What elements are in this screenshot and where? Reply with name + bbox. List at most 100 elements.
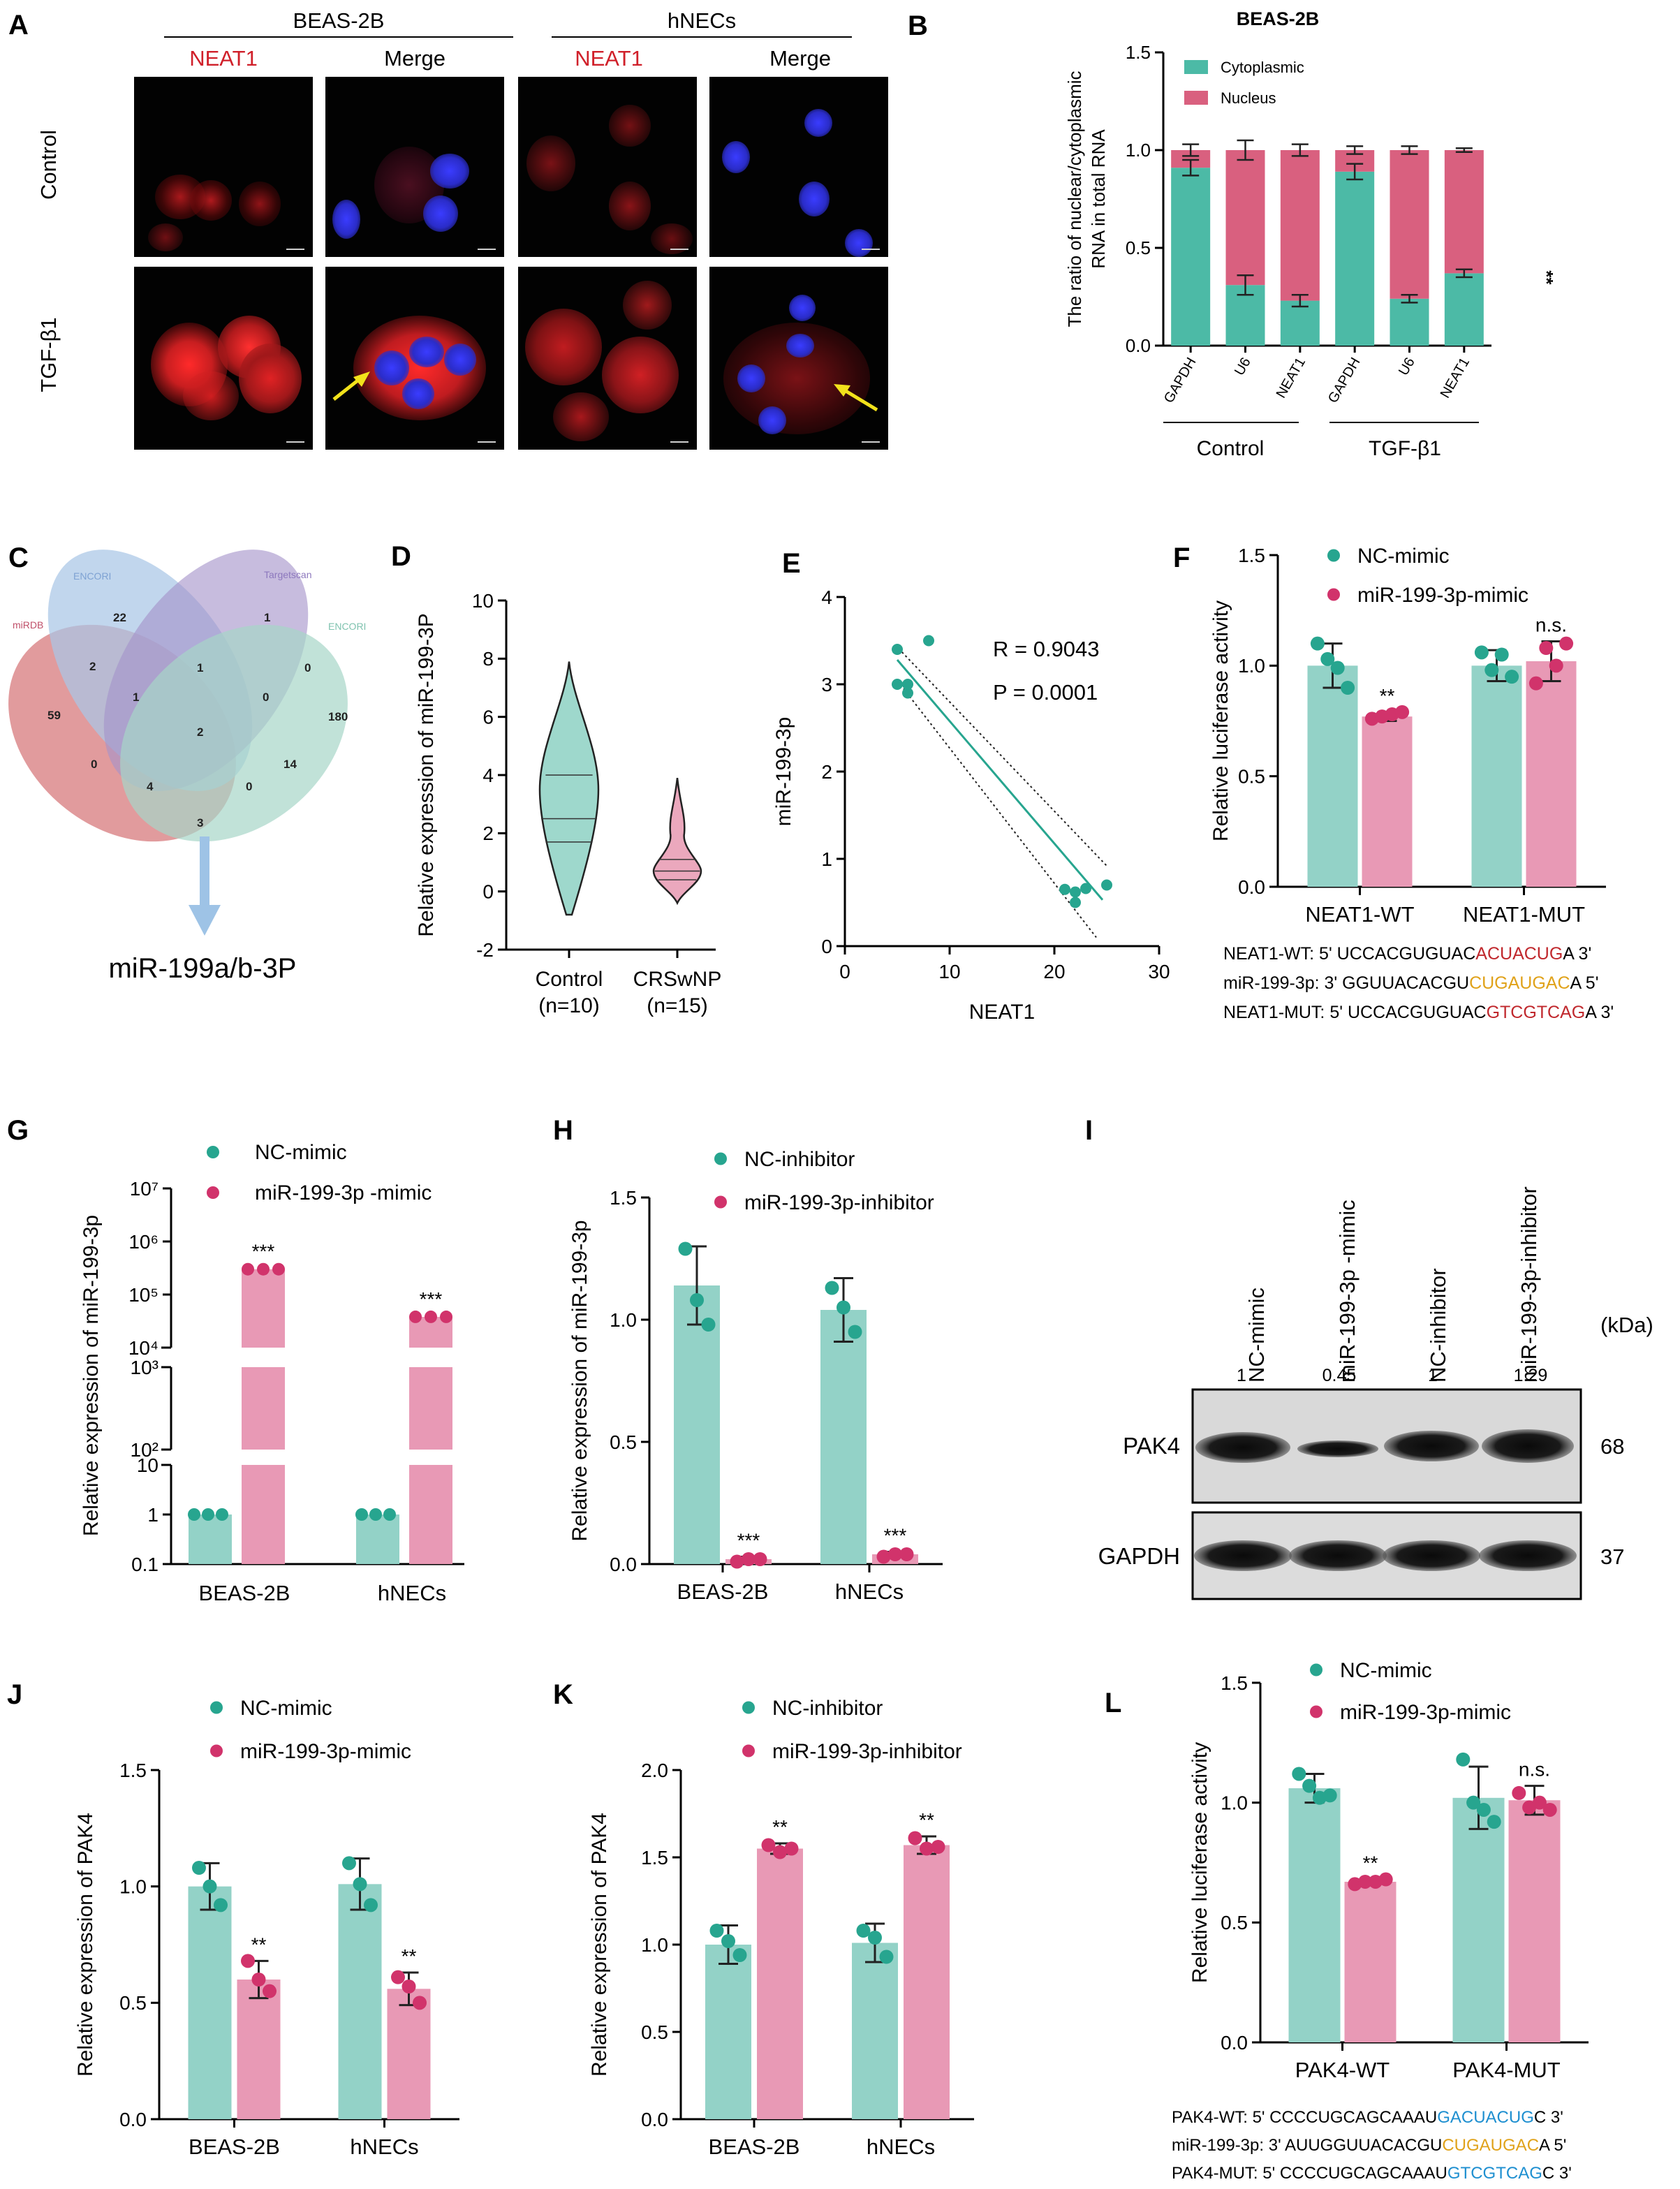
y-axis-label: miR-199-3p	[772, 717, 795, 827]
data-point	[1302, 1778, 1317, 1793]
legend-marker	[742, 1744, 755, 1757]
y-tick-label: 6	[482, 706, 494, 728]
legend-label: miR-199-3p-mimic	[1357, 584, 1528, 607]
legend-marker	[210, 1744, 223, 1757]
bar	[189, 1514, 232, 1564]
data-point	[1395, 705, 1410, 719]
y-tick-label: 10	[472, 590, 494, 612]
sequence-text: A 3'	[1563, 944, 1591, 964]
data-point	[202, 1508, 214, 1521]
data-point	[1532, 1795, 1547, 1810]
bar	[356, 1514, 399, 1564]
col-header-neat1-2: NEAT1	[575, 46, 643, 71]
sequence-line: NEAT1-MUT: 5' UCCACGUGUACGTCGTCAGA 3'	[1223, 1003, 1614, 1022]
data-point	[216, 1508, 228, 1521]
data-point	[1487, 1815, 1501, 1829]
sequence-text: PAK4-MUT: 5' CCCCUGCAGCAAAU	[1172, 2164, 1447, 2183]
x-tick-label: hNECs	[867, 2135, 935, 2159]
bar-segment	[242, 1465, 285, 1564]
y-tick-label: 0.0	[1221, 2032, 1248, 2054]
blot-band	[1384, 1431, 1479, 1461]
bar-segment-cytoplasmic	[1280, 300, 1320, 346]
y-tick-label: 0	[821, 936, 832, 957]
panel-letter-a: A	[8, 10, 29, 40]
sequence-line: NEAT1-WT: 5' UCCACGUGUACACUACUGA 3'	[1223, 944, 1591, 964]
y-tick-label: 10⁷	[130, 1178, 159, 1200]
micrograph-control-beas-neat1	[134, 77, 313, 257]
col-header-merge-2: Merge	[769, 46, 831, 71]
panel-letter-k: K	[553, 1679, 573, 1710]
data-point	[202, 1879, 217, 1894]
arrow-indicator-icon	[332, 371, 370, 401]
data-point	[263, 1984, 277, 1998]
x-axis-label: NEAT1	[969, 1001, 1035, 1024]
blot-band	[1195, 1432, 1290, 1463]
x-tick-label: hNECs	[835, 1579, 904, 1604]
data-point	[401, 1980, 416, 1993]
bar	[820, 1310, 867, 1564]
significance-label: ***	[884, 1525, 907, 1547]
data-point	[856, 1924, 871, 1938]
y-tick-label: 1.5	[1221, 1672, 1248, 1694]
data-point	[1549, 658, 1563, 673]
y-tick-label: 0.0	[1126, 335, 1151, 356]
data-point	[920, 1841, 934, 1856]
blot-kda: 68	[1600, 1434, 1624, 1459]
x-tick-label: hNECs	[350, 2135, 418, 2159]
significance-label: **	[401, 1945, 417, 1967]
y-tick-label: 1.0	[119, 1875, 147, 1897]
x-tick-label: CRSwNP	[633, 968, 722, 991]
panel-c-venn-diagram: C miRDB ENCORI Targetscan ENCORI 59 22 1…	[8, 543, 366, 984]
venn-set-encori-2	[120, 624, 348, 842]
confidence-band	[894, 644, 1107, 867]
data-point	[1101, 879, 1112, 891]
venn-count: 0	[263, 691, 269, 704]
y-axis-label: Relative expression of miR-199-3P	[415, 613, 438, 937]
y-tick-label: 1	[147, 1504, 159, 1526]
x-tick-label: PAK4-MUT	[1452, 2058, 1561, 2082]
y-tick-label: 1.0	[1221, 1792, 1248, 1813]
data-point	[876, 1549, 891, 1564]
data-point	[1320, 651, 1335, 666]
y-tick-label: 0.0	[1238, 876, 1265, 898]
data-point	[879, 1950, 894, 1964]
blot-row-label: PAK4	[1123, 1433, 1180, 1459]
y-tick-label: 10³	[131, 1357, 159, 1378]
bar	[338, 1884, 382, 2119]
data-point	[761, 1838, 776, 1852]
blot-row-label: GAPDH	[1098, 1543, 1180, 1569]
micrograph-tgf-beas-neat1	[134, 267, 313, 450]
x-tick-label: BEAS-2B	[709, 2135, 800, 2159]
significance-label: **	[1536, 270, 1557, 285]
sequence-highlight: GTCGTCAG	[1487, 1003, 1586, 1022]
data-point	[773, 1845, 787, 1859]
venn-count: 180	[328, 710, 348, 723]
data-point	[1476, 1802, 1491, 1817]
venn-count: 22	[113, 611, 126, 624]
y-tick-label: 10⁴	[128, 1337, 159, 1359]
kda-header: (kDa)	[1600, 1313, 1653, 1337]
y-tick-label: 1.5	[610, 1187, 637, 1209]
quant-value: 0.45	[1322, 1366, 1357, 1385]
bar	[674, 1285, 720, 1564]
data-point	[848, 1325, 862, 1339]
y-tick-label: 8	[482, 648, 494, 670]
data-point	[892, 679, 903, 690]
y-axis-label: Relative luciferase activity	[1209, 600, 1232, 841]
lane-label: NC-mimic	[1244, 1288, 1269, 1383]
x-tick-label: hNECs	[378, 1581, 446, 1605]
panel-d-violin-chart: D -2 0 2 4 6 8 10 Relative expression of miR-199…	[391, 541, 722, 1017]
y-tick-label: 1.5	[1238, 545, 1265, 566]
data-point	[241, 1954, 255, 1968]
y-tick-label: 1.0	[610, 1309, 637, 1331]
x-tick-label: 10	[938, 961, 960, 982]
legend-label: NC-mimic	[1357, 545, 1450, 568]
data-point	[825, 1281, 839, 1295]
data-point	[383, 1508, 396, 1521]
data-point	[251, 1973, 266, 1987]
significance-label: n.s.	[1535, 614, 1567, 636]
sequence-line: miR-199-3p: 3' AUUGGUUACACGUCUGAUGACA 5'	[1172, 2136, 1566, 2155]
x-tick-label: 0	[839, 961, 850, 982]
venn-label-encori-2: ENCORI	[328, 621, 366, 632]
